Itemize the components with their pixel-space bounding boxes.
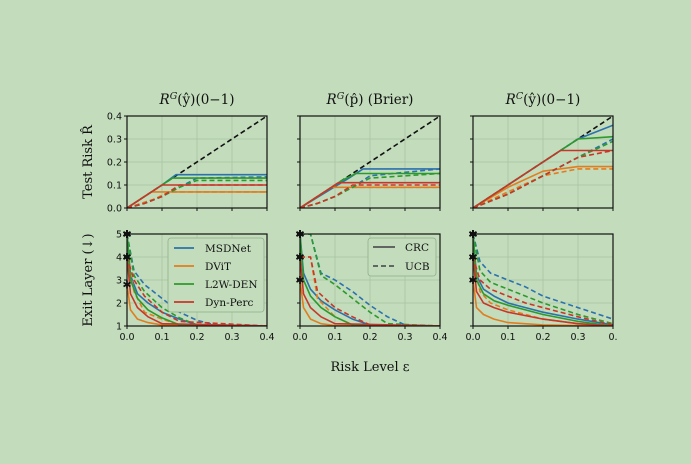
y-tick-label: 0.1	[107, 181, 122, 192]
series-dvit-ucb	[473, 168, 613, 208]
y-axis-label-1: Exit Layer (↓)	[81, 233, 96, 326]
legend-label-ucb: UCB	[405, 261, 430, 273]
column-title-1: RG(p̂) (Brier)	[326, 91, 414, 108]
panel-r1-c2: ✱✱✱✱✱✱✱✱0.0 0.1 0.2 0.3 0.	[465, 228, 617, 343]
legend-label-msdnet: MSDNet	[205, 243, 252, 255]
series-dyn-perc-crc	[127, 184, 267, 208]
series-dyn-perc-crc	[473, 149, 613, 208]
y-tick-label: 2	[116, 299, 122, 310]
x-tick-label: 0.3	[570, 332, 585, 343]
series-dvit-ucb	[127, 256, 267, 326]
panel-r0-c0: 0.0 0.1 0.2 0.3 0.4	[107, 112, 268, 215]
series-l2w-den-ucb	[300, 172, 440, 208]
legend-label-l2w-den: L2W-DEN	[205, 279, 258, 291]
y-tick-label: 0.0	[107, 204, 122, 215]
series-l2w-den-ucb	[300, 234, 440, 326]
column-title-2: RC(ŷ)(0−1)	[505, 91, 581, 108]
legend-label-dvit: DViT	[205, 261, 231, 273]
x-tick-label: 0.	[608, 332, 617, 343]
series-msdnet-crc	[473, 234, 613, 326]
legend-label-dyn-perc: Dyn-Perc	[205, 297, 253, 309]
x-tick-label: 0.3	[397, 332, 412, 343]
series-dyn-perc-ucb	[473, 149, 613, 208]
series-l2w-den-crc	[473, 234, 613, 326]
legend-box	[167, 237, 265, 313]
series-msdnet-ucb	[300, 168, 440, 208]
series-dyn-perc-crc	[300, 181, 440, 208]
series-group	[127, 116, 267, 208]
series-dvit-crc	[473, 165, 613, 208]
series-dyn-perc-ucb	[473, 256, 613, 326]
y-tick-label: 0.4	[107, 112, 122, 123]
panel-r0-c1	[297, 115, 441, 211]
y-tick-label: 1	[116, 322, 122, 333]
x-tick-label: 0.1	[327, 332, 342, 343]
series-dyn-perc-ucb	[300, 256, 440, 326]
series-dyn-perc-ucb	[127, 256, 267, 326]
y-tick-label: 3	[116, 276, 122, 287]
series-dyn-perc-ucb	[300, 184, 440, 208]
x-tick-label: 0.4	[259, 332, 274, 343]
series-dyn-perc-crc	[300, 256, 440, 326]
legend-styles: CRC UCB	[367, 237, 437, 277]
series-group	[473, 116, 613, 208]
panel-r1-c1: ✱✱✱✱✱✱✱✱0.0 0.1 0.2 0.3 0.4	[292, 228, 447, 343]
series-group	[300, 234, 440, 326]
y-tick-label: 5	[116, 230, 122, 241]
x-tick-label: 0.2	[535, 332, 550, 343]
series-dyn-perc-crc	[473, 256, 613, 326]
y-axis-label-0: Test Risk R̂	[80, 124, 96, 199]
panel-r0-c2	[470, 115, 614, 211]
x-tick-label: 0.0	[119, 332, 134, 343]
x-tick-label: 0.1	[154, 332, 169, 343]
x-tick-label: 0.4	[432, 332, 447, 343]
y-tick-label: 4	[116, 253, 122, 264]
series-dyn-perc-ucb	[127, 184, 267, 208]
column-title-0: RG(ŷ)(0−1)	[159, 91, 235, 108]
x-tick-label: 0.3	[224, 332, 239, 343]
series-l2w-den-ucb	[473, 234, 613, 325]
x-axis-label: Risk Level ε	[330, 360, 409, 375]
legend-label-crc: CRC	[405, 242, 429, 254]
x-tick-label: 0.2	[189, 332, 204, 343]
series-dvit-crc	[473, 279, 613, 326]
series-l2w-den-crc	[300, 234, 440, 326]
x-tick-label: 0.0	[465, 332, 480, 343]
series-l2w-den-crc	[127, 234, 267, 326]
legend-methods: MSDNet DViT L2W-DEN Dyn-Perc	[167, 237, 265, 313]
series-group	[300, 116, 440, 208]
x-tick-label: 0.0	[292, 332, 307, 343]
series-group	[473, 234, 613, 326]
x-tick-label: 0.1	[500, 332, 515, 343]
series-msdnet-ucb	[473, 234, 613, 320]
y-tick-label: 0.2	[107, 158, 122, 169]
y-tick-label: 0.3	[107, 135, 122, 146]
x-tick-label: 0.2	[362, 332, 377, 343]
series-dyn-perc-crc	[127, 256, 267, 326]
